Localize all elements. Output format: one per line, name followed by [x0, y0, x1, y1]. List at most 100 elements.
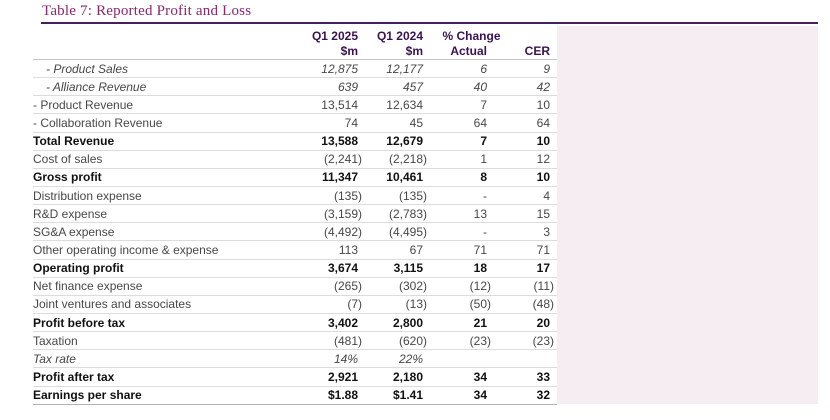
content-area: Q1 2025 Q1 2024 % Change $m $m Actual CE… — [33, 24, 818, 405]
cell-q1-2025: (265) — [333, 279, 362, 294]
side-panel — [557, 26, 818, 404]
row-label: Joint ventures and associates — [33, 297, 192, 312]
title-rule — [41, 22, 818, 24]
cell-q1-2025: 12,875 — [321, 61, 358, 76]
cell-actual: (50) — [469, 297, 491, 312]
table-row: Gross profit 11,347 10,461 8 10 — [33, 169, 557, 187]
row-label: Taxation — [33, 333, 78, 348]
row-label: Other operating income & expense — [33, 242, 219, 257]
row-label: SG&A expense — [33, 224, 115, 239]
table-row: Operating profit 3,674 3,115 18 17 — [33, 260, 557, 278]
profit-and-loss-table: Q1 2025 Q1 2024 % Change $m $m Actual CE… — [33, 24, 557, 405]
table-header: Q1 2025 Q1 2024 % Change $m $m Actual CE… — [33, 24, 557, 60]
cell-cer: 10 — [536, 134, 550, 149]
cell-actual: 34 — [473, 369, 487, 384]
cell-q1-2024: 457 — [402, 79, 423, 94]
cell-q1-2024: (13) — [405, 297, 427, 312]
cell-cer: 71 — [536, 242, 550, 257]
header-spacer — [33, 44, 273, 59]
row-label: - Product Revenue — [33, 97, 134, 112]
cell-q1-2025: (2,241) — [323, 152, 362, 167]
cell-q1-2025: $1.88 — [327, 388, 358, 403]
cell-q1-2024: $1.41 — [392, 388, 423, 403]
cell-q1-2025: (135) — [333, 188, 362, 203]
table-row: Earnings per share $1.88 $1.41 34 32 — [33, 387, 557, 405]
table-row: Cost of sales (2,241) (2,218) 1 12 — [33, 151, 557, 169]
header-unit-2025: $m — [340, 44, 358, 58]
table-row: Other operating income & expense 113 67 … — [33, 241, 557, 260]
table-row: Tax rate 14% 22% — [33, 350, 557, 369]
cell-actual: - — [483, 188, 487, 203]
table-row: SG&A expense (4,492) (4,495) - 3 — [33, 223, 557, 242]
row-label: Tax rate — [33, 351, 76, 366]
table-row: - Alliance Revenue 639 457 40 42 — [33, 78, 557, 97]
cell-cer: 33 — [536, 369, 550, 384]
cell-q1-2024: (135) — [398, 188, 427, 203]
table-row: Distribution expense (135) (135) - 4 — [33, 187, 557, 206]
cell-q1-2025: 13,514 — [321, 97, 358, 112]
table-row: Profit before tax 3,402 2,800 21 20 — [33, 314, 557, 333]
cell-q1-2024: 45 — [409, 115, 423, 130]
cell-cer: 12 — [536, 152, 550, 167]
cell-q1-2025: 11,347 — [321, 170, 358, 185]
cell-cer: (11) — [533, 279, 554, 294]
cell-q1-2024: 10,461 — [386, 170, 423, 185]
cell-actual: 1 — [480, 152, 487, 167]
cell-q1-2024: (2,783) — [388, 206, 427, 221]
row-label: Cost of sales — [33, 152, 103, 167]
header-unit-2024: $m — [405, 44, 423, 58]
row-label: Profit before tax — [33, 315, 126, 330]
cell-actual: 13 — [473, 206, 487, 221]
table-body: - Product Sales 12,875 12,177 6 9 - Alli… — [33, 60, 557, 405]
row-label: Distribution expense — [33, 188, 142, 203]
cell-q1-2024: 2,180 — [392, 369, 423, 384]
header-row-periods: Q1 2025 Q1 2024 % Change — [33, 29, 557, 44]
row-label: Total Revenue — [33, 134, 115, 149]
cell-cer: 20 — [536, 315, 550, 330]
cell-actual: - — [483, 224, 487, 239]
cell-cer: 17 — [536, 261, 550, 276]
cell-cer: 42 — [536, 79, 550, 94]
row-label: Earnings per share — [33, 388, 142, 403]
cell-cer: (48) — [532, 297, 554, 312]
cell-q1-2024: 12,679 — [386, 134, 423, 149]
cell-q1-2024: 3,115 — [393, 261, 423, 276]
cell-cer: (23) — [532, 333, 554, 348]
header-q1-2024: Q1 2024 — [376, 29, 423, 43]
cell-q1-2024: (302) — [398, 279, 427, 294]
cell-actual: 7 — [480, 134, 487, 149]
table-row: Net finance expense (265) (302) (12) (11… — [33, 278, 557, 296]
table-row: - Collaboration Revenue 74 45 64 64 — [33, 114, 557, 133]
cell-actual: 7 — [480, 97, 487, 112]
cell-cer: 10 — [536, 170, 550, 185]
table-row: Taxation (481) (620) (23) (23) — [33, 332, 557, 351]
header-pct-change: % Change — [442, 29, 501, 43]
cell-q1-2025: (3,159) — [323, 206, 362, 221]
cell-q1-2025: 639 — [337, 79, 358, 94]
row-label: - Collaboration Revenue — [33, 115, 163, 130]
cell-q1-2025: 13,588 — [321, 134, 358, 149]
row-label: R&D expense — [33, 206, 108, 221]
cell-q1-2024: 2,800 — [392, 315, 423, 330]
cell-actual: 6 — [480, 61, 487, 76]
table-row: Joint ventures and associates (7) (13) (… — [33, 296, 557, 314]
row-label: Net finance expense — [33, 279, 143, 294]
table-row: - Product Sales 12,875 12,177 6 9 — [33, 60, 557, 79]
cell-actual: 21 — [473, 315, 487, 330]
row-label: - Product Sales — [46, 61, 129, 76]
cell-q1-2025: 74 — [344, 115, 358, 130]
table-title: Table 7: Reported Profit and Loss — [42, 3, 252, 19]
cell-q1-2025: (7) — [347, 297, 362, 312]
cell-q1-2024: 67 — [409, 242, 423, 257]
cell-actual: 18 — [473, 261, 487, 276]
row-label: Gross profit — [33, 170, 102, 185]
header-q1-2025: Q1 2025 — [311, 29, 358, 43]
cell-q1-2024: 22% — [398, 351, 423, 366]
cell-actual: 64 — [473, 115, 487, 130]
header-actual: Actual — [450, 44, 487, 58]
table-row: Profit after tax 2,921 2,180 34 33 — [33, 368, 557, 387]
header-spacer — [33, 29, 273, 44]
cell-cer: 9 — [543, 61, 550, 76]
cell-cer: 15 — [536, 206, 550, 221]
